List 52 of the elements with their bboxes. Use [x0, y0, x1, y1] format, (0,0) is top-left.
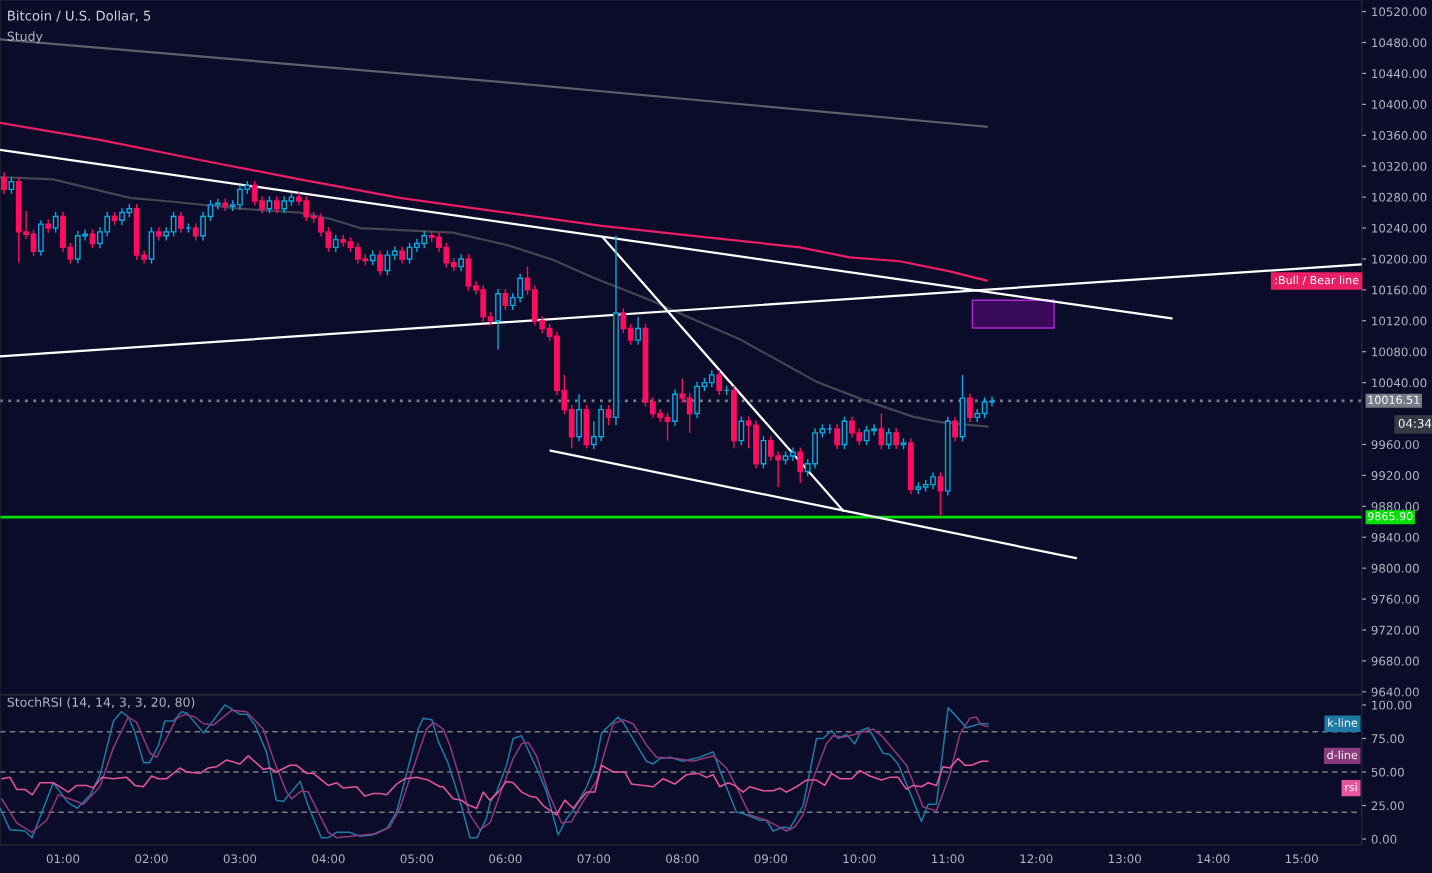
x-tick-label: 12:00 [1020, 854, 1053, 864]
y-tick-label: 10480.00 [1372, 38, 1427, 48]
y-tick-label: 10360.00 [1372, 130, 1427, 140]
y-tick-label: 10320.00 [1372, 161, 1427, 171]
x-tick-label: 13:00 [1109, 854, 1141, 864]
series-label: :Bull / Bear line [1275, 275, 1359, 286]
y-tick-label: 10120.00 [1372, 316, 1427, 326]
y-tick-label: 9960.00 [1371, 440, 1419, 450]
x-tick-label: 11:00 [932, 854, 964, 864]
x-tick-label: 08:00 [666, 854, 699, 864]
y-tick-label: 10280.00 [1372, 192, 1427, 202]
y-tick-label: 9680.00 [1371, 656, 1419, 666]
x-tick-label: 06:00 [489, 854, 522, 864]
x-tick-label: 14:00 [1197, 854, 1230, 864]
text: k-line [1328, 718, 1358, 727]
x-tick-label: 04:00 [312, 854, 345, 864]
text: rsi [1345, 782, 1357, 792]
y-tick-label: 9800.00 [1371, 563, 1419, 573]
x-tick-label: 15:00 [1285, 854, 1318, 864]
y-tick-label: 50.00 [1371, 767, 1404, 777]
y-tick-label: 9720.00 [1371, 625, 1419, 635]
y-tick-label: 10400.00 [1372, 100, 1427, 110]
x-tick-label: 09:00 [754, 854, 788, 864]
y-tick-label: 100.00 [1372, 700, 1412, 710]
y-tick-label: 9880.00 [1371, 502, 1419, 511]
y-tick-label: 9920.00 [1371, 471, 1419, 481]
x-tick-label: 03:00 [223, 854, 257, 864]
x-tick-label: 10:00 [843, 854, 876, 864]
y-tick-label: 9840.00 [1371, 532, 1419, 542]
y-tick-label: 0.00 [1371, 834, 1397, 844]
text: 04:34 [1398, 418, 1432, 428]
y-tick-label: 10240.00 [1372, 223, 1427, 233]
y-tick-label: 10520.00 [1372, 7, 1427, 17]
text: Study [7, 31, 43, 44]
x-tick-label: 07:00 [577, 854, 611, 864]
y-tick-label: 75.00 [1371, 734, 1404, 744]
ref-line-label: 10016.51 [1368, 395, 1420, 405]
x-tick-label: 01:00 [46, 854, 80, 864]
y-tick-label: 10080.00 [1372, 347, 1427, 357]
text: d-line [1327, 750, 1358, 760]
ref-line-label: 9865.90 [1367, 512, 1413, 521]
y-tick-label: 25.00 [1371, 801, 1404, 811]
y-tick-label: 10440.00 [1372, 69, 1427, 79]
y-tick-label: 10160.00 [1372, 285, 1427, 295]
y-tick-label: 9760.00 [1371, 594, 1419, 604]
y-tick-label: 9640.00 [1371, 687, 1419, 697]
x-tick-label: 05:00 [400, 854, 434, 864]
y-tick-label: 10040.00 [1372, 378, 1427, 388]
text: Bitcoin / U.S. Dollar, 5 [8, 10, 151, 22]
x-tick-label: 02:00 [135, 854, 168, 864]
y-tick-label: 10200.00 [1372, 254, 1427, 264]
chart-title: StochRSI (14, 14, 3, 3, 20, 80) [7, 697, 195, 709]
